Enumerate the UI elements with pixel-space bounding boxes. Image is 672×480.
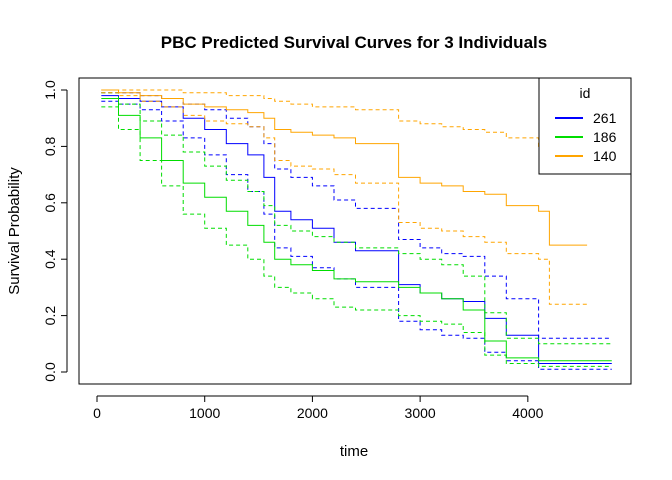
x-tick-label: 0 xyxy=(93,405,101,421)
plot-frame xyxy=(78,77,632,385)
y-tick-label: 0.2 xyxy=(42,306,58,326)
curves-layer xyxy=(101,89,612,370)
y-tick-label: 0.6 xyxy=(42,193,58,213)
series-186-upper-ci xyxy=(101,92,612,345)
y-tick-label: 0.8 xyxy=(42,136,58,156)
legend: id 261 186 140 xyxy=(538,77,632,175)
x-tick-label: 2000 xyxy=(297,405,328,421)
y-tick-label: 0.4 xyxy=(42,249,58,269)
y-tick-label: 1.0 xyxy=(42,80,58,100)
legend-box xyxy=(538,77,632,175)
x-tick-label: 1000 xyxy=(189,405,220,421)
series-140-line xyxy=(101,89,588,246)
chart-title: PBC Predicted Survival Curves for 3 Indi… xyxy=(161,33,547,52)
series-186-line xyxy=(101,98,612,362)
series-261-upper-ci xyxy=(101,92,612,339)
x-axis-title: time xyxy=(340,443,368,460)
series-186-lower-ci xyxy=(101,106,612,367)
legend-label-186: 186 xyxy=(593,129,617,145)
series-261-lower-ci xyxy=(101,100,612,370)
series-140-upper-ci xyxy=(101,89,588,153)
axes-layer: 0 1000 2000 3000 4000 0.0 0.2 0.4 0.6 0.8 1.0 xyxy=(42,80,544,421)
series-261-line xyxy=(101,95,612,364)
legend-title: id xyxy=(580,85,591,101)
y-axis-title: Survival Probability xyxy=(6,167,23,295)
legend-label-140: 140 xyxy=(593,148,617,164)
series-140-lower-ci xyxy=(101,92,588,305)
legend-label-261: 261 xyxy=(593,110,617,126)
y-tick-label: 0.0 xyxy=(42,362,58,382)
x-tick-label: 4000 xyxy=(512,405,543,421)
x-tick-label: 3000 xyxy=(405,405,436,421)
